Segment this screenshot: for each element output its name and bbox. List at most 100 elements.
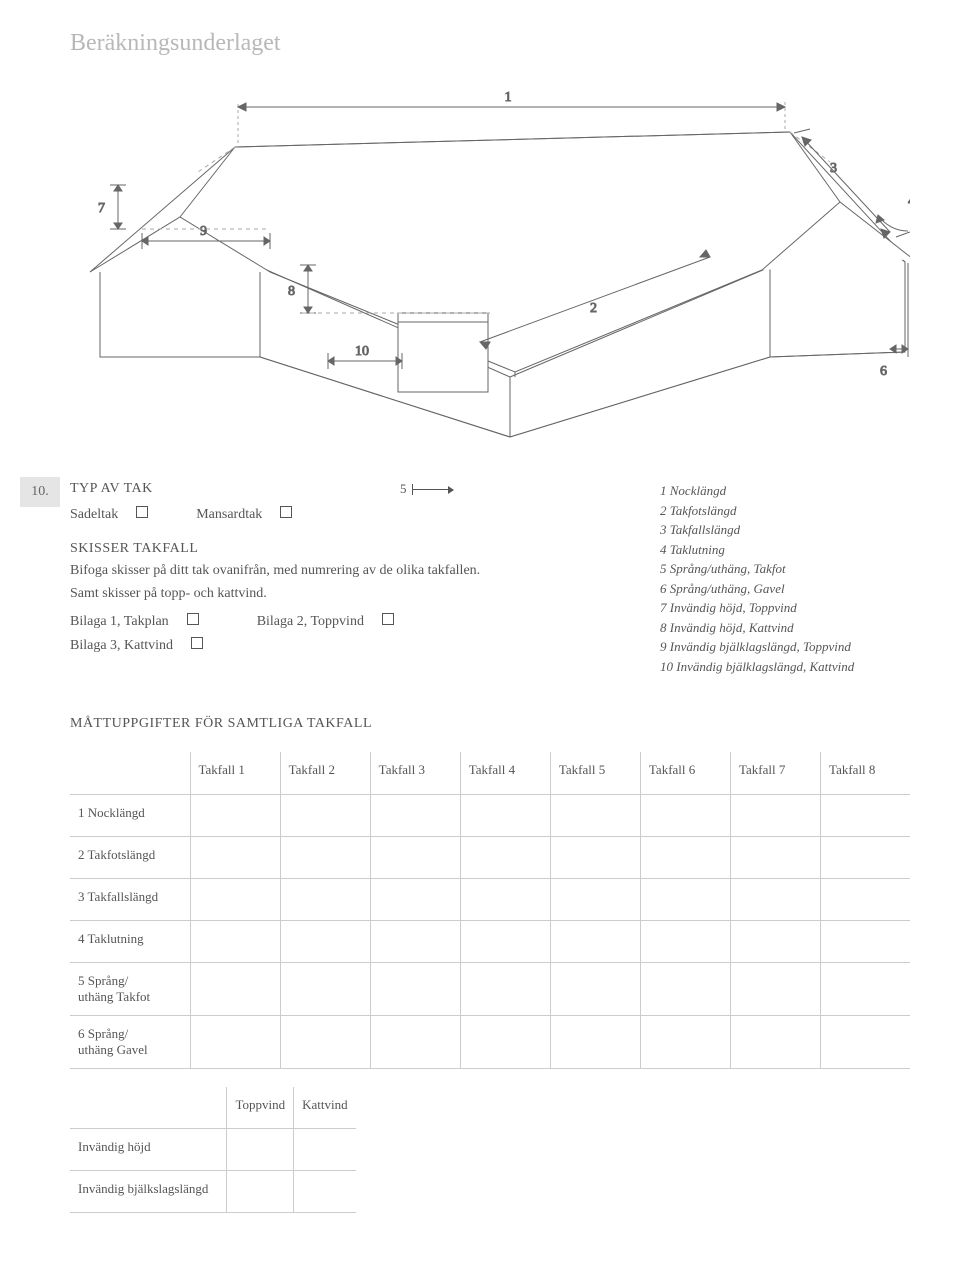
table-cell[interactable]: [280, 836, 370, 878]
svg-text:3: 3: [830, 161, 837, 176]
table-cell[interactable]: [821, 836, 910, 878]
sadeltak-checkbox[interactable]: [136, 506, 148, 518]
legend-8: 8 Invändig höjd, Kattvind: [660, 618, 910, 638]
col-takfall-6: Takfall 6: [640, 752, 730, 794]
table-cell[interactable]: [370, 794, 460, 836]
table-cell[interactable]: [550, 836, 640, 878]
measure-5-arrow: 5: [400, 481, 453, 497]
table-cell[interactable]: [821, 1015, 910, 1068]
table-row: 1 Nocklängd: [70, 794, 910, 836]
bilaga1-label: Bilaga 1, Takplan: [70, 610, 169, 634]
table-cell[interactable]: [370, 1015, 460, 1068]
table-cell[interactable]: [280, 1015, 370, 1068]
sadeltak-label: Sadeltak: [70, 503, 118, 527]
legend-3: 3 Takfallslängd: [660, 520, 910, 540]
table-cell[interactable]: [550, 878, 640, 920]
table-cell[interactable]: [730, 836, 820, 878]
table-cell[interactable]: [190, 920, 280, 962]
skisser-text-1: Bifoga skisser på ditt tak ovanifrån, me…: [70, 559, 480, 583]
table-cell[interactable]: [550, 962, 640, 1015]
measurements-table: Takfall 1 Takfall 2 Takfall 3 Takfall 4 …: [70, 752, 910, 1069]
table-cell[interactable]: [370, 836, 460, 878]
mansardtak-label: Mansardtak: [196, 503, 262, 527]
col-takfall-7: Takfall 7: [730, 752, 820, 794]
legend-1: 1 Nocklängd: [660, 481, 910, 501]
table-cell[interactable]: [550, 1015, 640, 1068]
row-label: 5 Språng/ uthäng Takfot: [70, 962, 190, 1015]
table-row: 2 Takfotslängd: [70, 836, 910, 878]
mansardtak-checkbox[interactable]: [280, 506, 292, 518]
svg-text:7: 7: [98, 201, 105, 216]
row-label: 3 Takfallslängd: [70, 878, 190, 920]
table-row: Invändig höjd: [70, 1129, 356, 1171]
legend-5: 5 Språng/uthäng, Takfot: [660, 559, 910, 579]
subcol-kattvind: Kattvind: [294, 1087, 356, 1129]
table-cell[interactable]: [640, 794, 730, 836]
table-cell[interactable]: [294, 1129, 356, 1171]
table-cell[interactable]: [460, 836, 550, 878]
col-takfall-3: Takfall 3: [370, 752, 460, 794]
table-cell[interactable]: [190, 836, 280, 878]
legend-list: 1 Nocklängd 2 Takfotslängd 3 Takfallslän…: [660, 477, 910, 676]
bilaga1-checkbox[interactable]: [187, 613, 199, 625]
table-cell[interactable]: [280, 794, 370, 836]
table-cell[interactable]: [730, 962, 820, 1015]
table-cell[interactable]: [460, 962, 550, 1015]
table-cell[interactable]: [460, 920, 550, 962]
table-cell[interactable]: [730, 794, 820, 836]
section-number-badge: 10.: [20, 477, 60, 507]
legend-9: 9 Invändig bjälklagslängd, Toppvind: [660, 637, 910, 657]
row-label: 1 Nocklängd: [70, 794, 190, 836]
table-cell[interactable]: [640, 962, 730, 1015]
table-cell[interactable]: [640, 1015, 730, 1068]
table-cell[interactable]: [280, 878, 370, 920]
section-10: 10. TYP AV TAK Sadeltak Mansardtak SKISS…: [70, 477, 910, 676]
table-cell[interactable]: [227, 1171, 294, 1213]
svg-text:8: 8: [288, 284, 295, 299]
row-label: 6 Språng/ uthäng Gavel: [70, 1015, 190, 1068]
table-cell[interactable]: [190, 962, 280, 1015]
row-label: 4 Taklutning: [70, 920, 190, 962]
table-cell[interactable]: [190, 1015, 280, 1068]
table-cell[interactable]: [821, 920, 910, 962]
roof-diagram: 1 2 3 4 6: [70, 77, 910, 457]
bilaga2-checkbox[interactable]: [382, 613, 394, 625]
table-cell[interactable]: [550, 920, 640, 962]
legend-7: 7 Invändig höjd, Toppvind: [660, 598, 910, 618]
table-cell[interactable]: [227, 1129, 294, 1171]
table-cell[interactable]: [460, 794, 550, 836]
table-cell[interactable]: [460, 878, 550, 920]
col-takfall-2: Takfall 2: [280, 752, 370, 794]
table-cell[interactable]: [280, 920, 370, 962]
subcol-toppvind: Toppvind: [227, 1087, 294, 1129]
table-cell[interactable]: [730, 878, 820, 920]
bilaga2-label: Bilaga 2, Toppvind: [257, 610, 364, 634]
legend-10: 10 Invändig bjälklagslängd, Kattvind: [660, 657, 910, 677]
table-cell[interactable]: [730, 1015, 820, 1068]
row-label: Invändig bjälkslagslängd: [70, 1171, 227, 1213]
table-cell[interactable]: [294, 1171, 356, 1213]
table-cell[interactable]: [190, 794, 280, 836]
table-cell[interactable]: [821, 878, 910, 920]
table-cell[interactable]: [821, 962, 910, 1015]
table-cell[interactable]: [370, 878, 460, 920]
table-cell[interactable]: [190, 878, 280, 920]
svg-text:6: 6: [880, 364, 887, 379]
col-takfall-8: Takfall 8: [821, 752, 910, 794]
table-cell[interactable]: [370, 962, 460, 1015]
table-cell[interactable]: [370, 920, 460, 962]
measurements-subtable: Toppvind Kattvind Invändig höjdInvändig …: [70, 1087, 356, 1214]
table-cell[interactable]: [730, 920, 820, 962]
svg-text:4: 4: [908, 194, 910, 209]
bilaga3-checkbox[interactable]: [191, 637, 203, 649]
table-row: 6 Språng/ uthäng Gavel: [70, 1015, 910, 1068]
table-cell[interactable]: [821, 794, 910, 836]
table-cell[interactable]: [280, 962, 370, 1015]
table-row: 4 Taklutning: [70, 920, 910, 962]
table-cell[interactable]: [640, 836, 730, 878]
table-cell[interactable]: [640, 920, 730, 962]
table-cell[interactable]: [460, 1015, 550, 1068]
table-cell[interactable]: [640, 878, 730, 920]
table-cell[interactable]: [550, 794, 640, 836]
page-title: Beräkningsunderlaget: [70, 30, 910, 57]
